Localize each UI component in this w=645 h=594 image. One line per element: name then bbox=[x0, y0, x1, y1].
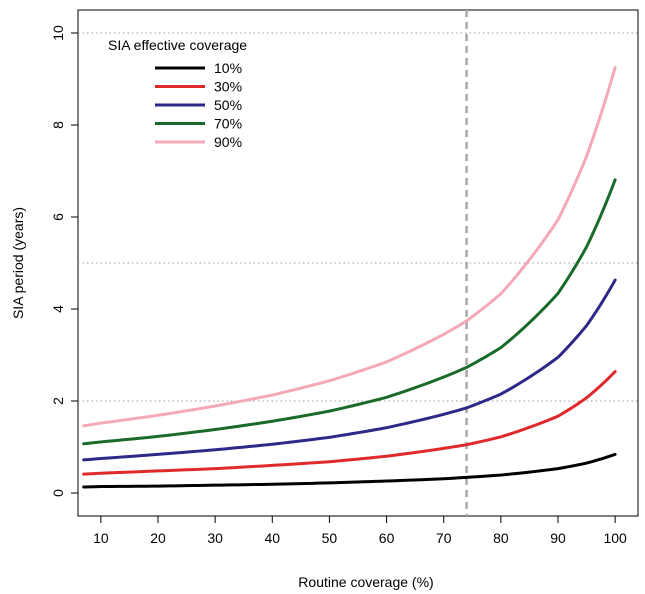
x-tick-label: 40 bbox=[264, 530, 280, 546]
x-tick-label: 10 bbox=[93, 530, 109, 546]
y-axis: 0 2 4 6 8 10 bbox=[50, 25, 78, 497]
x-tick-label: 30 bbox=[207, 530, 223, 546]
y-tick-label: 4 bbox=[50, 305, 66, 313]
x-tick-label: 60 bbox=[379, 530, 395, 546]
series-line bbox=[82, 178, 617, 446]
series-line bbox=[82, 278, 617, 462]
y-tick-label: 8 bbox=[50, 121, 66, 129]
series-lines bbox=[82, 66, 617, 489]
x-tick-label: 50 bbox=[322, 530, 338, 546]
y-tick-label: 0 bbox=[50, 489, 66, 497]
x-axis-title: Routine coverage (%) bbox=[298, 574, 433, 590]
y-tick-label: 2 bbox=[50, 397, 66, 405]
grid-lines bbox=[78, 10, 638, 516]
series-line bbox=[82, 66, 617, 428]
legend: SIA effective coverage 10% 30% 50% 70% 90% bbox=[108, 37, 247, 150]
series-line bbox=[82, 370, 617, 476]
legend-label: 50% bbox=[214, 97, 242, 113]
x-tick-label: 100 bbox=[603, 530, 627, 546]
legend-label: 30% bbox=[214, 79, 242, 95]
y-tick-label: 6 bbox=[50, 213, 66, 221]
x-axis: 10 20 30 40 50 60 70 80 90 100 bbox=[93, 516, 627, 546]
legend-label: 70% bbox=[214, 116, 242, 132]
legend-title: SIA effective coverage bbox=[108, 37, 247, 53]
y-tick-label: 10 bbox=[50, 25, 66, 41]
series-line bbox=[82, 452, 617, 489]
legend-label: 90% bbox=[214, 134, 242, 150]
x-tick-label: 90 bbox=[550, 530, 566, 546]
x-tick-label: 70 bbox=[436, 530, 452, 546]
x-tick-label: 80 bbox=[493, 530, 509, 546]
x-tick-label: 20 bbox=[150, 530, 166, 546]
y-axis-title: SIA period (years) bbox=[10, 207, 26, 319]
legend-label: 10% bbox=[214, 60, 242, 76]
